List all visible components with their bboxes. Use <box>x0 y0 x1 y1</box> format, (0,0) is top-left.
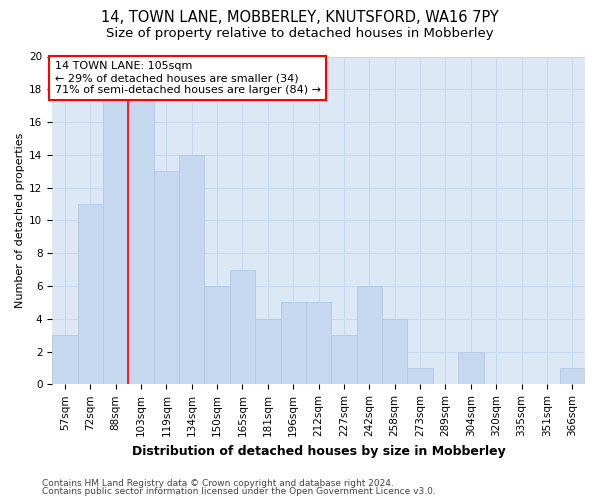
Text: Contains public sector information licensed under the Open Government Licence v3: Contains public sector information licen… <box>42 487 436 496</box>
Bar <box>103 90 128 385</box>
Bar <box>255 319 281 384</box>
Bar <box>77 204 103 384</box>
Bar <box>128 73 154 384</box>
Bar <box>382 319 407 384</box>
Bar <box>52 335 77 384</box>
X-axis label: Distribution of detached houses by size in Mobberley: Distribution of detached houses by size … <box>131 444 505 458</box>
Bar <box>407 368 433 384</box>
Text: 14, TOWN LANE, MOBBERLEY, KNUTSFORD, WA16 7PY: 14, TOWN LANE, MOBBERLEY, KNUTSFORD, WA1… <box>101 10 499 25</box>
Bar <box>205 286 230 384</box>
Text: Size of property relative to detached houses in Mobberley: Size of property relative to detached ho… <box>106 28 494 40</box>
Bar <box>356 286 382 384</box>
Bar <box>331 335 356 384</box>
Bar <box>306 302 331 384</box>
Bar <box>458 352 484 384</box>
Bar <box>281 302 306 384</box>
Bar <box>154 171 179 384</box>
Y-axis label: Number of detached properties: Number of detached properties <box>15 132 25 308</box>
Bar <box>179 155 205 384</box>
Text: Contains HM Land Registry data © Crown copyright and database right 2024.: Contains HM Land Registry data © Crown c… <box>42 478 394 488</box>
Text: 14 TOWN LANE: 105sqm
← 29% of detached houses are smaller (34)
71% of semi-detac: 14 TOWN LANE: 105sqm ← 29% of detached h… <box>55 62 321 94</box>
Bar <box>560 368 585 384</box>
Bar <box>230 270 255 384</box>
